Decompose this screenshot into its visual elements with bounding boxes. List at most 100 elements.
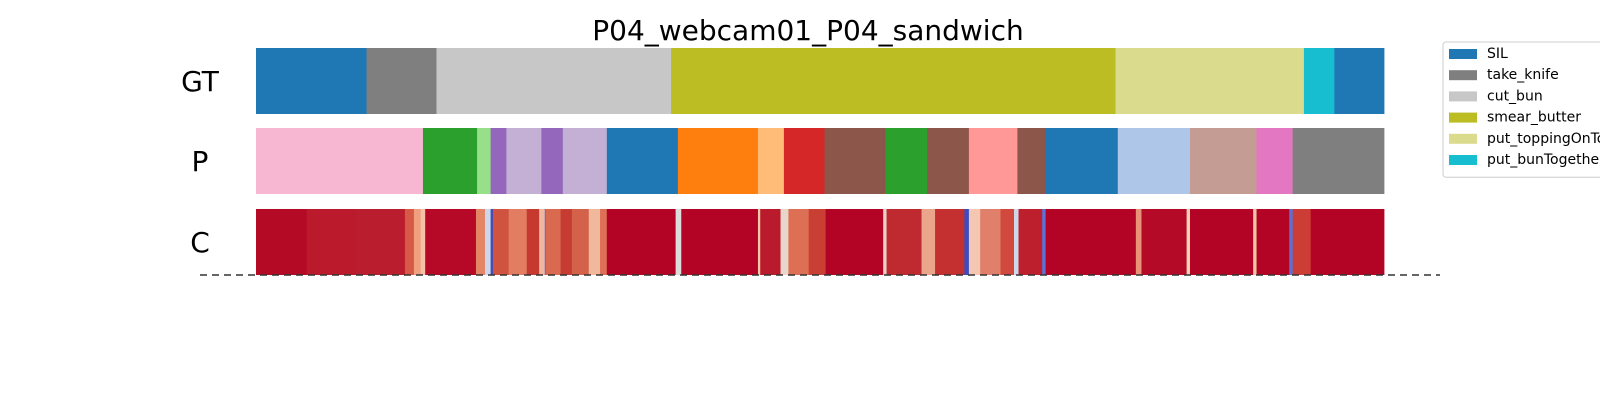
segment-bar <box>757 209 761 275</box>
legend-swatch <box>1449 70 1477 81</box>
segment-bar <box>436 48 672 114</box>
segment-bar <box>1256 128 1294 194</box>
segment-bar <box>475 209 486 275</box>
row-p: P <box>192 128 1385 194</box>
segment-bar <box>413 209 422 275</box>
legend-label: put_toppingOnTop <box>1487 131 1600 147</box>
segment-bar <box>541 128 564 194</box>
chart-title: P04_webcam01_P04_sandwich <box>592 14 1023 47</box>
segment-bar <box>1017 128 1046 194</box>
segment-bar <box>606 128 679 194</box>
segment-bar <box>1141 209 1187 275</box>
segment-bar <box>490 128 507 194</box>
segment-bar <box>484 209 492 275</box>
segment-bar <box>921 209 936 275</box>
segment-bar <box>780 209 789 275</box>
segment-bar <box>306 209 356 275</box>
segment-bar <box>1186 209 1191 275</box>
legend-swatch <box>1449 133 1477 144</box>
segment-bar <box>968 128 1018 194</box>
legend-swatch <box>1449 112 1477 123</box>
segment-bar <box>256 128 424 194</box>
segment-bar <box>1042 209 1046 275</box>
segment-bar <box>883 209 887 275</box>
segment-bar <box>1189 209 1254 275</box>
legend-label: smear_butter <box>1487 110 1581 126</box>
segment-bar <box>1014 209 1019 275</box>
segment-bar <box>355 209 406 275</box>
segment-bar <box>606 209 677 275</box>
segment-bar <box>425 209 477 275</box>
segment-bar <box>1135 209 1142 275</box>
segment-bar <box>675 209 682 275</box>
timeline-rows: GT P C <box>181 48 1385 275</box>
segment-bar <box>681 209 759 275</box>
row-label: GT <box>181 65 220 98</box>
segment-bar <box>508 209 528 275</box>
legend-swatch <box>1449 49 1477 59</box>
segment-bar <box>1303 48 1335 114</box>
segment-bar <box>964 209 970 275</box>
segment-bar <box>1115 48 1305 114</box>
segment-bar <box>1000 209 1015 275</box>
segment-bar <box>588 209 601 275</box>
segment-bar <box>1292 128 1385 194</box>
segment-bar <box>1045 209 1137 275</box>
segment-bar <box>506 128 542 194</box>
segment-bar <box>526 209 540 275</box>
segment-bar <box>560 209 573 275</box>
legend-label: take_knife <box>1487 67 1559 83</box>
segment-bar <box>571 209 590 275</box>
segment-bar <box>886 209 922 275</box>
segment-bar <box>562 128 608 194</box>
segment-bar <box>757 128 785 194</box>
segment-bar <box>1292 209 1312 275</box>
segment-bar <box>420 209 426 275</box>
segment-bar <box>968 209 981 275</box>
segment-bar <box>1256 209 1290 275</box>
segment-bar <box>256 209 308 275</box>
segment-bar <box>545 209 561 275</box>
segment-bar <box>256 48 367 114</box>
segment-bar <box>422 128 478 194</box>
segment-bar <box>544 209 547 275</box>
legend: SIL take_knife cut_bun smear_butter put_topp… <box>1442 41 1600 178</box>
row-label: C <box>190 226 210 259</box>
segment-bar <box>477 128 492 194</box>
segment-bar <box>824 128 886 194</box>
segment-bar <box>1117 128 1191 194</box>
segment-bar <box>366 48 437 114</box>
segment-bar <box>1334 48 1385 114</box>
legend-swatch <box>1449 91 1477 102</box>
segment-bar <box>1253 209 1257 275</box>
segment-bar <box>404 209 415 275</box>
segment-bar <box>825 209 884 275</box>
segment-bar <box>671 48 1116 114</box>
segment-bar <box>600 209 608 275</box>
segment-bar <box>1018 209 1043 275</box>
row-label: P <box>192 145 209 178</box>
segment-bar <box>539 209 546 275</box>
segment-bar <box>1310 209 1385 275</box>
segment-bar <box>885 128 928 194</box>
row-gt: GT <box>181 48 1385 114</box>
legend-label: put_bunTogether <box>1487 152 1600 168</box>
segment-bar <box>490 209 494 275</box>
segment-bar <box>788 209 810 275</box>
segment-bar <box>935 209 965 275</box>
legend-label: cut_bun <box>1487 88 1543 104</box>
segment-bar <box>927 128 970 194</box>
legend-label: SIL <box>1487 46 1508 62</box>
segment-bar <box>492 209 510 275</box>
segment-bar <box>677 128 759 194</box>
legend-swatch <box>1449 155 1477 165</box>
segment-bar <box>1189 128 1257 194</box>
segment-bar <box>980 209 1001 275</box>
segment-bar <box>783 128 825 194</box>
segment-bar <box>760 209 781 275</box>
row-c: C <box>190 209 1385 275</box>
segment-bar <box>808 209 827 275</box>
legend-frame <box>1442 41 1600 178</box>
segment-bar <box>1289 209 1294 275</box>
